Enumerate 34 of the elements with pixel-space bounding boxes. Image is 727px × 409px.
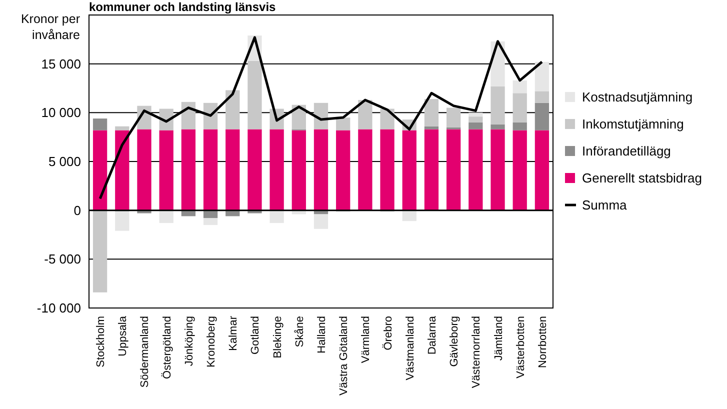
x-tick-label: Skåne — [294, 316, 306, 348]
x-tick-label: Stockholm — [95, 316, 108, 368]
x-tick-label: Västra Götaland — [338, 316, 350, 396]
y-tick-label: -10 000 — [36, 300, 81, 316]
y-tick-label: 0 — [74, 202, 81, 218]
x-tick-label: Örebro — [381, 316, 394, 350]
x-tick-label: Västmanland — [404, 316, 416, 380]
x-tick-label: Värmland — [360, 316, 372, 364]
legend-label: Generellt statsbidrag — [582, 170, 702, 186]
legend-label: Kostnadsutjämning — [582, 90, 693, 105]
x-tick-label: Södermanland — [139, 316, 152, 388]
y-tick-label: 5 000 — [48, 154, 81, 170]
x-tick-label: Norrbotten — [536, 316, 549, 368]
x-tick-label: Gävleborg — [448, 316, 461, 367]
x-tick-label: Kalmar — [228, 316, 240, 351]
chart-title: kommuner och landsting länsvis — [89, 0, 276, 14]
legend-label: Inkomstutjämning — [582, 116, 684, 132]
x-tick-label: Kronoberg — [206, 316, 218, 368]
x-tick-label: Gotland — [250, 316, 262, 355]
x-tick-label: Blekinge — [272, 316, 284, 358]
x-tick-label: Västernorrland — [470, 316, 483, 388]
y-axis-title: Kronor per invånare — [20, 12, 80, 42]
y-tick-label: -5 000 — [44, 252, 81, 267]
x-tick-label: Dalarna — [426, 315, 438, 355]
x-tick-label: Jämtland — [492, 316, 505, 361]
x-tick-label: Östergötland — [160, 316, 174, 379]
y-tick-label: 15 000 — [41, 56, 81, 72]
legend-label: Införandetillägg — [582, 144, 671, 159]
x-tick-label: Uppsala — [117, 315, 130, 356]
x-tick-label: Jönköping — [183, 316, 196, 366]
y-tick-label: 10 000 — [41, 105, 81, 120]
x-tick-label: Västerbotten — [514, 316, 527, 378]
x-tick-label: Halland — [316, 316, 328, 354]
legend-label: Summa — [582, 198, 628, 213]
